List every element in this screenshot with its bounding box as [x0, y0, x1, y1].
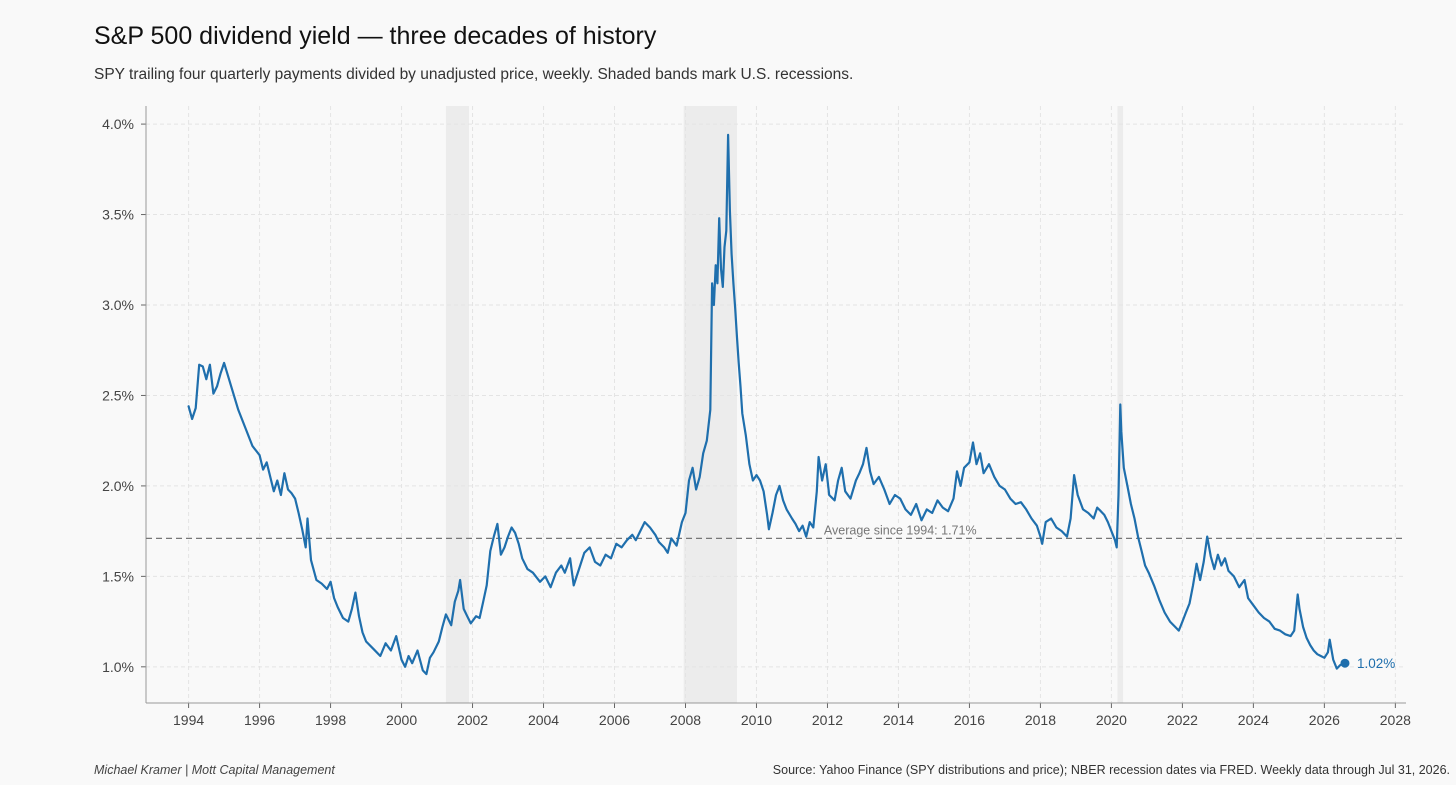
- gridlines: [146, 106, 1406, 703]
- axes: 1994 1996 1998 2000 2002 2004 2006 2008 2010 2012…: [102, 106, 1411, 728]
- chart-title: S&P 500 dividend yield — three decades o…: [94, 22, 657, 50]
- author-credit: Michael Kramer | Mott Capital Management: [94, 763, 335, 777]
- y-tick-label: 3.0%: [102, 297, 134, 313]
- y-tick-label: 2.5%: [102, 387, 134, 403]
- x-tick-label: 2008: [670, 712, 701, 728]
- x-tick-label: 2002: [457, 712, 488, 728]
- average-label: Average since 1994: 1.71%: [824, 523, 977, 537]
- x-tick-label: 2012: [812, 712, 843, 728]
- x-tick-label: 1996: [244, 712, 275, 728]
- x-tick-label: 2000: [386, 712, 417, 728]
- x-tick-label: 2016: [954, 712, 985, 728]
- recession-bands: [445, 106, 1124, 703]
- x-tick-label: 2024: [1238, 712, 1269, 728]
- y-tick-label: 3.5%: [102, 207, 134, 223]
- x-tick-label: 1994: [173, 712, 204, 728]
- y-tick-label: 1.0%: [102, 659, 134, 675]
- latest-value-point: [1340, 658, 1350, 668]
- y-tick-label: 1.5%: [102, 568, 134, 584]
- x-tick-label: 2026: [1309, 712, 1340, 728]
- x-tick-label: 2006: [599, 712, 630, 728]
- x-tick-label: 2004: [528, 712, 559, 728]
- x-tick-label: 2028: [1380, 712, 1411, 728]
- x-tick-label: 1998: [315, 712, 346, 728]
- latest-value-label: 1.02%: [1357, 656, 1395, 671]
- average-line-group: Average since 1994: 1.71%: [146, 521, 1406, 540]
- y-tick-label: 4.0%: [102, 116, 134, 132]
- x-tick-label: 2022: [1167, 712, 1198, 728]
- y-tick-label: 2.0%: [102, 478, 134, 494]
- x-tick-label: 2020: [1096, 712, 1127, 728]
- chart-subtitle: SPY trailing four quarterly payments div…: [94, 66, 854, 83]
- source-note: Source: Yahoo Finance (SPY distributions…: [772, 763, 1450, 777]
- x-tick-label: 2010: [741, 712, 772, 728]
- dividend-yield-line: [187, 133, 1347, 676]
- recession-band: [445, 106, 469, 703]
- x-tick-label: 2018: [1025, 712, 1056, 728]
- x-tick-label: 2014: [883, 712, 914, 728]
